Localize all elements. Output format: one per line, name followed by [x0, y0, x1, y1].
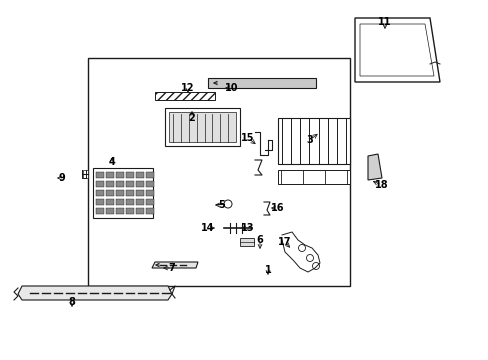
- Bar: [146, 208, 154, 214]
- Bar: [106, 199, 114, 205]
- Bar: [96, 172, 104, 178]
- Polygon shape: [18, 286, 172, 300]
- Text: 3: 3: [306, 135, 313, 145]
- Text: 2: 2: [188, 113, 195, 123]
- Bar: [116, 199, 124, 205]
- Bar: [83, 170, 88, 178]
- Text: 11: 11: [378, 17, 391, 27]
- Text: 17: 17: [278, 237, 291, 247]
- Bar: [126, 172, 134, 178]
- Polygon shape: [152, 262, 198, 268]
- Bar: [146, 190, 154, 196]
- Bar: [146, 172, 154, 178]
- Bar: [136, 199, 143, 205]
- Bar: [116, 208, 124, 214]
- Text: 18: 18: [374, 180, 388, 190]
- Bar: [136, 208, 143, 214]
- Text: 4: 4: [108, 157, 115, 167]
- Bar: [93, 168, 153, 218]
- Bar: [136, 172, 143, 178]
- Text: 9: 9: [59, 173, 65, 183]
- Text: 7: 7: [168, 263, 175, 273]
- Bar: [240, 238, 253, 246]
- Bar: [106, 181, 114, 187]
- Bar: [278, 170, 349, 184]
- Text: 15: 15: [241, 133, 254, 143]
- Text: 16: 16: [271, 203, 284, 213]
- Bar: [164, 108, 240, 146]
- Bar: [126, 190, 134, 196]
- Bar: [116, 190, 124, 196]
- Bar: [278, 118, 349, 164]
- Bar: [136, 181, 143, 187]
- Bar: [96, 208, 104, 214]
- Text: 14: 14: [201, 223, 214, 233]
- Bar: [126, 199, 134, 205]
- Bar: [96, 199, 104, 205]
- Text: 6: 6: [256, 235, 263, 245]
- Bar: [96, 190, 104, 196]
- Bar: [116, 172, 124, 178]
- Bar: [126, 181, 134, 187]
- Text: 5: 5: [218, 200, 225, 210]
- Bar: [96, 181, 104, 187]
- Bar: [106, 190, 114, 196]
- Bar: [106, 172, 114, 178]
- Bar: [88, 58, 349, 286]
- Text: 12: 12: [181, 83, 194, 93]
- Text: 1: 1: [264, 265, 271, 275]
- Text: 13: 13: [241, 223, 254, 233]
- Bar: [146, 199, 154, 205]
- Text: 8: 8: [68, 297, 75, 307]
- Bar: [155, 92, 215, 100]
- Bar: [106, 208, 114, 214]
- Bar: [116, 181, 124, 187]
- Polygon shape: [367, 154, 381, 180]
- Bar: [126, 208, 134, 214]
- Bar: [136, 190, 143, 196]
- Bar: [207, 78, 315, 88]
- Bar: [146, 181, 154, 187]
- Bar: [169, 112, 236, 142]
- Text: 10: 10: [225, 83, 238, 93]
